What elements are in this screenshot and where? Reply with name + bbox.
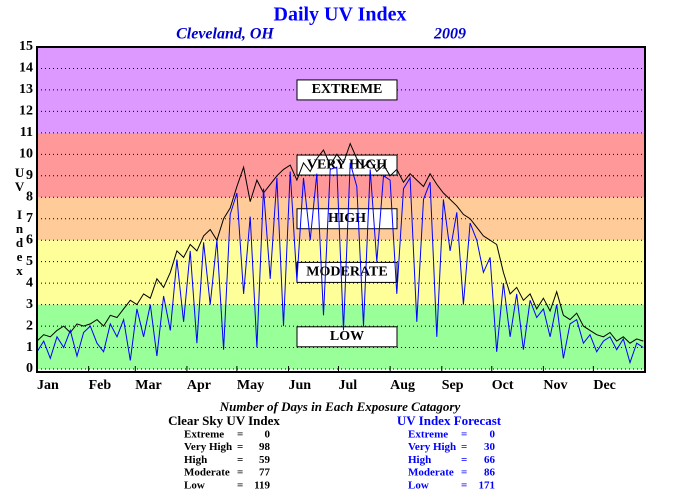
- row-label: Moderate: [408, 467, 454, 479]
- table-title: UV Index Forecast: [397, 413, 502, 428]
- y-tick-label: 13: [19, 82, 33, 97]
- x-tick-label: Jun: [289, 378, 312, 393]
- row-separator: =: [461, 441, 467, 453]
- x-tick-label: Sep: [442, 378, 464, 393]
- y-tick-label: 15: [19, 39, 33, 54]
- x-tick-label: Dec: [593, 378, 616, 393]
- row-value: 171: [479, 479, 496, 491]
- y-tick-label: 8: [26, 189, 33, 204]
- row-label: Very High: [184, 441, 232, 453]
- row-label: Very High: [408, 441, 456, 453]
- row-value: 0: [265, 429, 271, 441]
- row-value: 86: [484, 467, 496, 479]
- y-tick-label: 10: [19, 147, 33, 162]
- row-label: Low: [184, 479, 205, 491]
- y-tick-label: 12: [19, 104, 33, 119]
- y-tick-label: 4: [26, 275, 33, 290]
- band-label-box: [296, 79, 398, 101]
- y-axis-label: UV Index: [12, 165, 27, 277]
- table-title: Clear Sky UV Index: [168, 413, 280, 428]
- band-label: HIGH: [328, 211, 366, 226]
- y-tick-label: 2: [26, 318, 33, 333]
- row-value: 66: [484, 454, 496, 466]
- x-tick-label: Aug: [390, 378, 415, 393]
- band-label-box: [296, 326, 398, 348]
- x-tick-label: Jan: [37, 378, 59, 393]
- band-label: EXTREME: [312, 82, 383, 97]
- row-separator: =: [237, 467, 243, 479]
- band-label-box: [296, 208, 398, 230]
- row-separator: =: [237, 429, 243, 441]
- row-label: Extreme: [408, 429, 448, 441]
- subtitle-year: 2009: [433, 26, 466, 43]
- uv-line: [36, 162, 644, 365]
- y-tick-label: 11: [20, 125, 33, 140]
- row-label: High: [184, 454, 207, 466]
- row-separator: =: [237, 441, 243, 453]
- y-tick-label: 1: [26, 340, 33, 355]
- row-separator: =: [461, 467, 467, 479]
- row-separator: =: [237, 454, 243, 466]
- row-value: 59: [259, 454, 271, 466]
- row-value: 119: [254, 479, 270, 491]
- row-label: High: [408, 454, 431, 466]
- x-tick-label: Jul: [339, 378, 358, 393]
- y-tick-label: 9: [26, 168, 33, 183]
- y-tick-label: 14: [19, 61, 33, 76]
- y-tick-label: 0: [26, 361, 33, 376]
- row-label: Low: [408, 479, 429, 491]
- subtitle-location: Cleveland, OH: [176, 26, 274, 43]
- x-tick-label: Mar: [135, 378, 161, 393]
- band-label: MODERATE: [306, 265, 387, 280]
- band-label: VERY HIGH: [307, 157, 387, 172]
- uv-line: [36, 142, 644, 344]
- row-separator: =: [461, 429, 467, 441]
- y-tick-label: 5: [26, 254, 33, 269]
- row-separator: =: [237, 479, 243, 491]
- row-label: Moderate: [184, 467, 230, 479]
- y-tick-label: 7: [26, 211, 33, 226]
- x-tick-label: Nov: [543, 378, 567, 393]
- plot-frame: [36, 46, 646, 373]
- row-label: Extreme: [184, 429, 224, 441]
- row-value: 0: [490, 429, 496, 441]
- x-tick-label: Oct: [492, 378, 514, 393]
- row-value: 98: [259, 441, 271, 453]
- y-tick-label: 6: [26, 232, 33, 247]
- chart-title: Daily UV Index: [274, 4, 407, 26]
- row-value: 30: [484, 441, 496, 453]
- band-label-box: [296, 154, 398, 176]
- summary-title: Number of Days in Each Exposure Catagory: [219, 399, 461, 414]
- y-tick-label: 3: [26, 297, 33, 312]
- x-tick-label: Apr: [187, 378, 211, 393]
- row-separator: =: [461, 454, 467, 466]
- x-tick-label: Feb: [89, 378, 112, 393]
- x-tick-label: May: [237, 378, 264, 393]
- row-value: 77: [259, 467, 271, 479]
- row-separator: =: [461, 479, 467, 491]
- band-label: LOW: [330, 329, 364, 344]
